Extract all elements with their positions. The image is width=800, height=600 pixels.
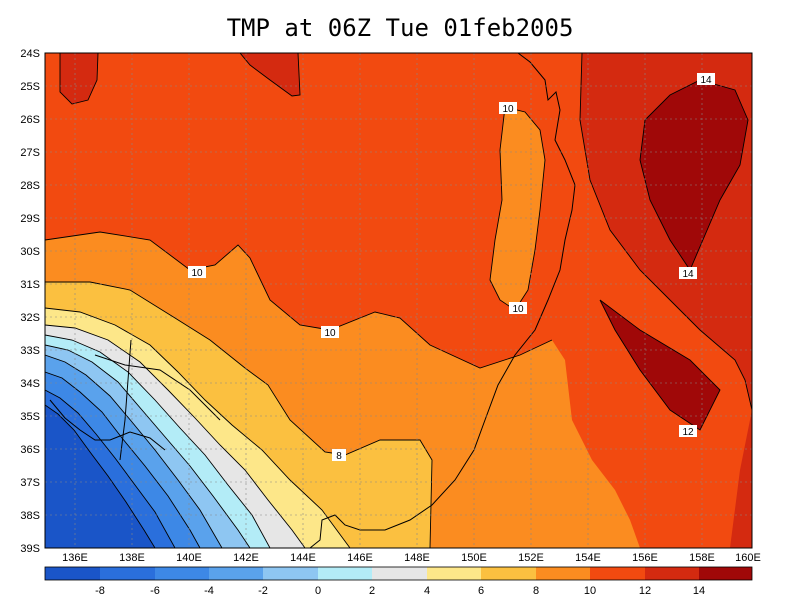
band-12-14-n-blob (240, 53, 300, 96)
lat-label: 35S (20, 411, 40, 423)
lat-label: 28S (20, 180, 40, 192)
lat-label: 26S (20, 114, 40, 126)
colorbar-swatch (481, 567, 536, 580)
contour-labels: 14 10 14 10 10 10 12 8 (188, 73, 715, 462)
colorbar-label: 2 (369, 585, 375, 597)
lat-label: 25S (20, 81, 40, 93)
lon-label: 136E (62, 552, 88, 564)
coastlines (49, 53, 576, 548)
lat-label: 38S (20, 510, 40, 522)
lat-label: 24S (20, 48, 40, 60)
lon-label: 158E (689, 552, 715, 564)
colorbar-frame (44, 566, 753, 581)
colorbar-swatch (590, 567, 645, 580)
contour-label: 12 (682, 427, 694, 438)
lat-label: 31S (20, 279, 40, 291)
lat-label: 36S (20, 444, 40, 456)
lon-label: 146E (347, 552, 373, 564)
lat-label: 32S (20, 312, 40, 324)
band-12-14-nw-blob (60, 53, 98, 104)
lat-label: 27S (20, 147, 40, 159)
contour-m6 (45, 389, 176, 548)
colorbar-swatch (699, 567, 752, 580)
colorbar-label: 0 (315, 585, 321, 597)
filled-contours (45, 53, 752, 548)
contour-label: 10 (502, 104, 514, 115)
lat-label: 34S (20, 378, 40, 390)
contour-4 (45, 324, 306, 548)
contour-label: 10 (512, 304, 524, 315)
contour-10-west (45, 231, 553, 369)
colorbar-label: -6 (150, 585, 160, 597)
colorbar-label: 8 (533, 585, 539, 597)
contour-m4 (45, 371, 201, 548)
contour-label: 8 (336, 451, 342, 462)
colorbar-swatch (427, 567, 481, 580)
contour-2 (45, 334, 271, 548)
state-border-ns (119, 339, 132, 461)
lon-label: 138E (119, 552, 145, 564)
contour-label: 14 (682, 269, 694, 280)
contour-12-n (239, 53, 301, 97)
contour-label: 10 (191, 268, 203, 279)
contour-m2 (45, 354, 223, 548)
lon-label: 152E (518, 552, 544, 564)
colorbar-label: -4 (204, 585, 214, 597)
state-border-ew (94, 354, 221, 421)
longitude-labels: 136E 138E 140E 142E 144E 146E 148E 150E … (62, 552, 761, 564)
contour-8 (45, 281, 433, 548)
colorbar-swatch (209, 567, 263, 580)
colorbar-label: 10 (584, 585, 596, 597)
lat-label: 29S (20, 213, 40, 225)
lat-label: 39S (20, 543, 40, 555)
colorbar-swatch (45, 567, 100, 580)
lat-label: 30S (20, 246, 40, 258)
lat-label: 37S (20, 477, 40, 489)
contour-12-south (599, 299, 721, 431)
lon-label: 156E (632, 552, 658, 564)
colorbar-swatch (645, 567, 699, 580)
lon-label: 150E (461, 552, 487, 564)
colorbar-label: -2 (258, 585, 268, 597)
lon-label: 142E (233, 552, 259, 564)
colorbar-swatch (318, 567, 372, 580)
band-14-south (600, 300, 720, 430)
contour-label: 14 (700, 75, 712, 86)
colorbar-swatch (536, 567, 590, 580)
lat-label: 33S (20, 345, 40, 357)
lon-label: 140E (176, 552, 202, 564)
contour-12-east (579, 53, 752, 411)
band-below-m8 (45, 405, 155, 548)
colorbar-swatch (263, 567, 318, 580)
colorbar-label: 6 (478, 585, 484, 597)
colorbar: -8 -6 -4 -2 0 2 4 6 8 10 12 14 (44, 566, 753, 597)
colorbar-swatch (100, 567, 155, 580)
contour-0 (45, 344, 251, 548)
colorbar-label: 4 (424, 585, 430, 597)
contour-label: 10 (324, 328, 336, 339)
colorbar-label: 12 (639, 585, 651, 597)
lon-label: 144E (290, 552, 316, 564)
contour-12-nw (59, 53, 99, 105)
lon-label: 154E (575, 552, 601, 564)
colorbar-swatch (155, 567, 209, 580)
colorbar-label: 14 (693, 585, 705, 597)
contour-m8 (45, 404, 156, 548)
plot-frame (44, 52, 753, 549)
lon-label: 148E (404, 552, 430, 564)
band-14-core (640, 80, 748, 270)
lon-label: 160E (735, 552, 761, 564)
contour-10-inner (489, 106, 546, 311)
contour-6 (45, 307, 351, 548)
latitude-labels: 24S 25S 26S 27S 28S 29S 30S 31S 32S 33S … (20, 48, 40, 555)
colorbar-label: -8 (95, 585, 105, 597)
east-coastline (309, 53, 576, 548)
colorbar-swatch (372, 567, 427, 580)
vic-coast (49, 399, 166, 451)
map-title: TMP at 06Z Tue 01feb2005 (226, 14, 574, 42)
